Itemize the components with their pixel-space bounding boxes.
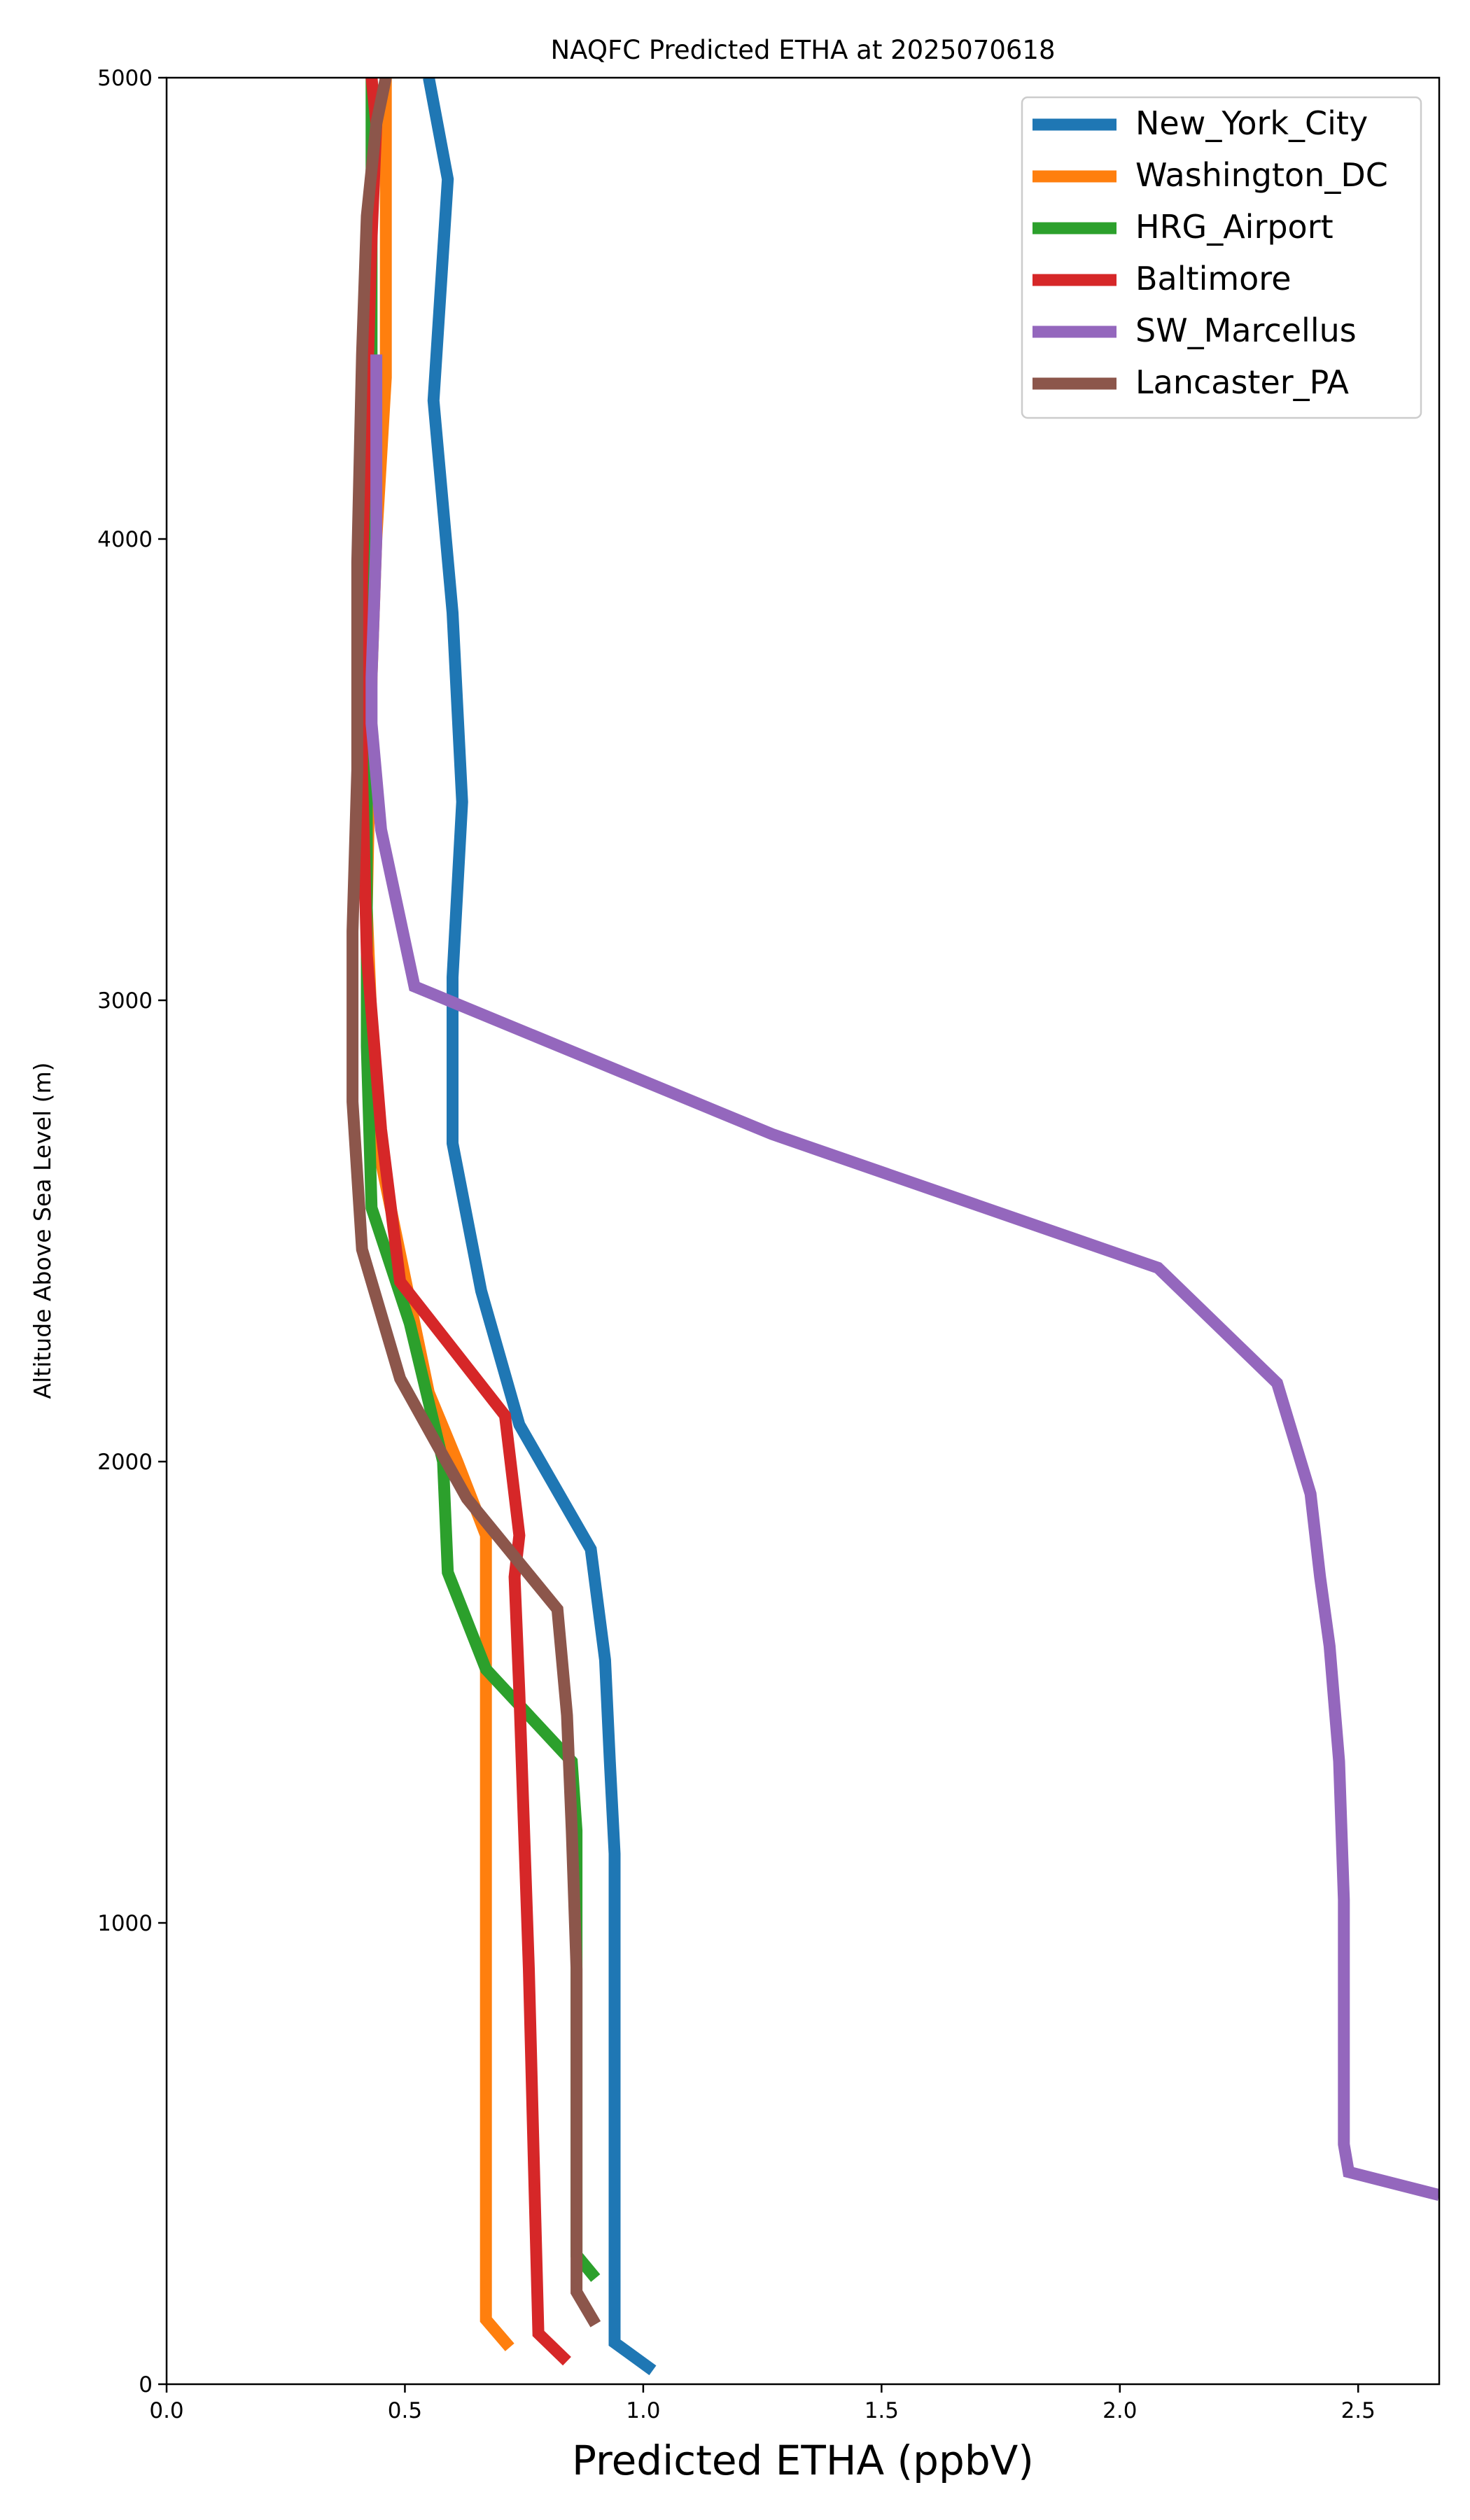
x-tick-label: 2.0 [1102,2398,1137,2423]
x-tick-label: 1.5 [864,2398,899,2423]
y-axis-ticks: 0 1000 2000 3000 4000 5000 [97,66,167,2398]
legend-label: HRG_Airport [1135,208,1334,246]
x-axis-ticks: 0.0 0.5 1.0 1.5 2.0 2.5 [149,2384,1376,2423]
legend-label: Baltimore [1135,260,1292,298]
plot-frame [165,76,1441,2386]
x-tick-label: 0.5 [388,2398,422,2423]
legend-label: New_York_City [1135,104,1368,142]
x-tick-label: 2.5 [1341,2398,1376,2423]
legend-label: SW_Marcellus [1135,312,1357,349]
y-tick-label: 3000 [97,988,153,1014]
y-tick-label: 0 [139,2372,153,2398]
x-tick-label: 0.0 [149,2398,183,2423]
series-line-new-york-city [423,78,657,2376]
x-tick-label: 1.0 [626,2398,660,2423]
legend-label: Lancaster_PA [1135,363,1349,401]
chart-title: NAQFC Predicted ETHA at 2025070618 [550,35,1055,65]
legend-box [1021,96,1422,419]
legend-label: Washington_DC [1135,156,1388,194]
y-tick-label: 4000 [97,527,153,552]
series-line-baltimore [356,78,571,2366]
y-tick-label: 1000 [97,1911,153,1936]
series-line-sw-marcellus [365,354,1439,2202]
y-axis-label: Altitude Above Sea Level (m) [29,1063,56,1399]
y-tick-label: 5000 [97,66,153,91]
y-tick-label: 2000 [97,1450,153,1475]
series-lines [346,78,1439,2376]
x-axis-label: Predicted ETHA (ppbV) [572,2437,1034,2484]
series-line-lancaster-pa [346,78,601,2328]
legend: New_York_City Washington_DC HRG_Airport Bal… [1021,96,1422,419]
